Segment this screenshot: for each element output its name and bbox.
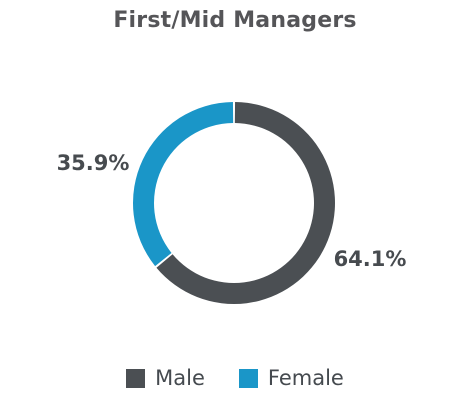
legend-item-female: Female	[238, 366, 344, 390]
donut-slices	[133, 102, 335, 304]
legend-label-male: Male	[155, 366, 205, 390]
legend-label-female: Female	[267, 366, 344, 390]
data-label-female: 35.9%	[57, 151, 130, 175]
legend-item-male: Male	[126, 366, 205, 390]
data-label-male: 64.1%	[334, 247, 407, 271]
chart-title: First/Mid Managers	[113, 8, 357, 33]
legend-swatch-female	[238, 368, 258, 388]
legend: Male Female	[0, 366, 470, 390]
donut-slice-male	[156, 102, 335, 304]
donut-slice-female	[133, 102, 234, 267]
legend-swatch-male	[126, 368, 146, 388]
